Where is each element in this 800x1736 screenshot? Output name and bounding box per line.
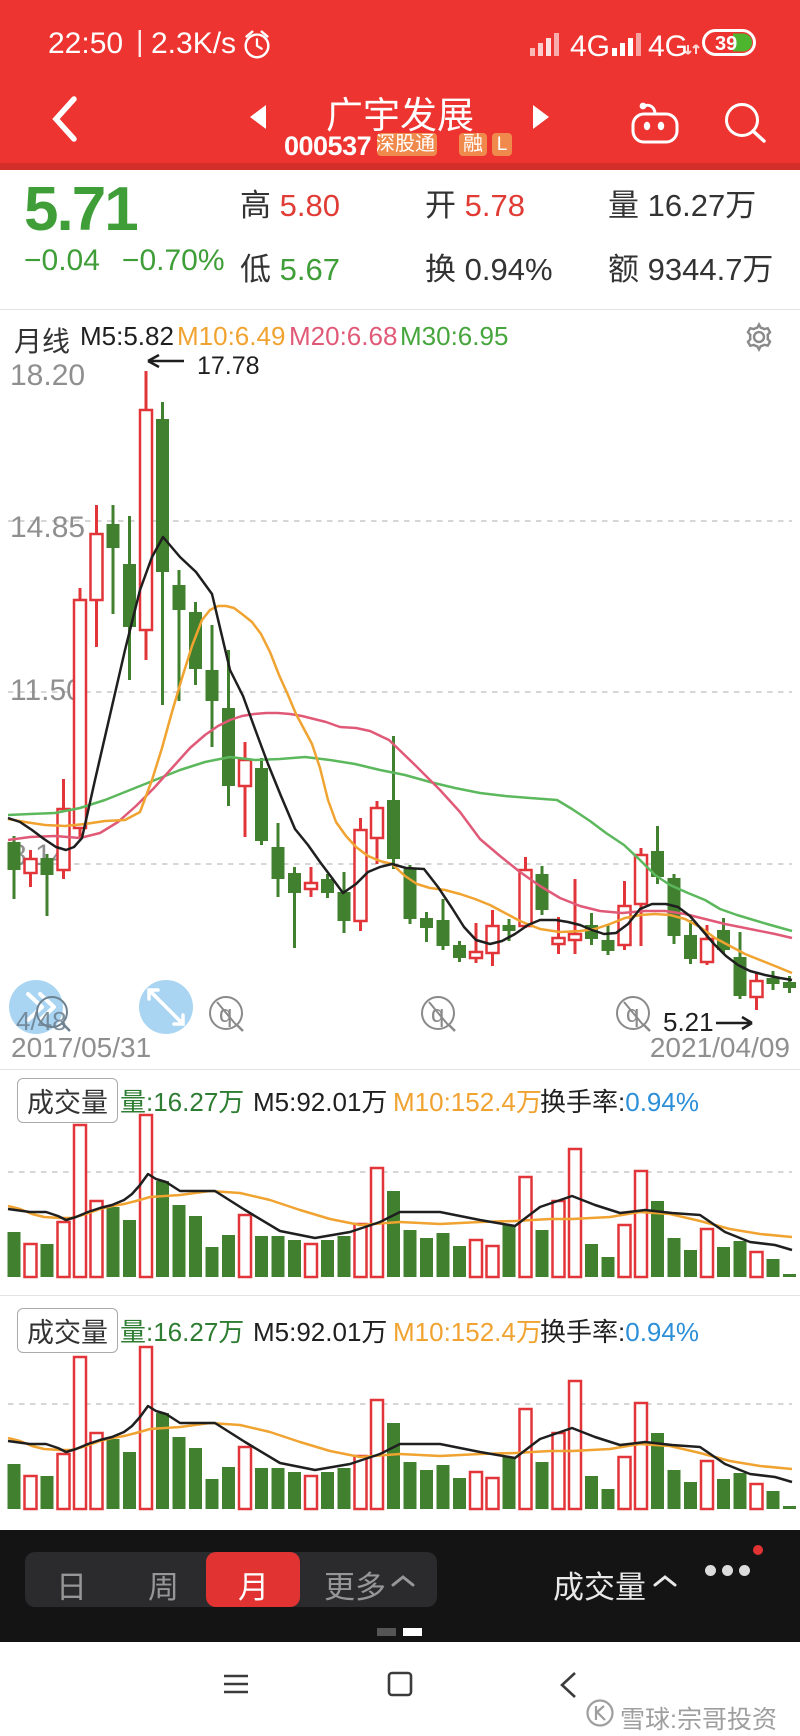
svg-text:4G: 4G (648, 30, 688, 63)
svg-text:4G: 4G (570, 30, 610, 63)
svg-text:4/48: 4/48 (16, 1006, 67, 1036)
svg-text:39: 39 (715, 33, 737, 55)
svg-text:q: q (219, 1001, 232, 1028)
svg-text:q: q (626, 1001, 639, 1028)
svg-text:11.50: 11.50 (10, 674, 83, 707)
svg-text:q: q (431, 1001, 444, 1028)
svg-text:17.78: 17.78 (197, 352, 260, 380)
svg-text:18.20: 18.20 (10, 359, 85, 392)
svg-text:5.21: 5.21 (663, 1007, 714, 1037)
svg-text:14.85: 14.85 (10, 511, 85, 544)
